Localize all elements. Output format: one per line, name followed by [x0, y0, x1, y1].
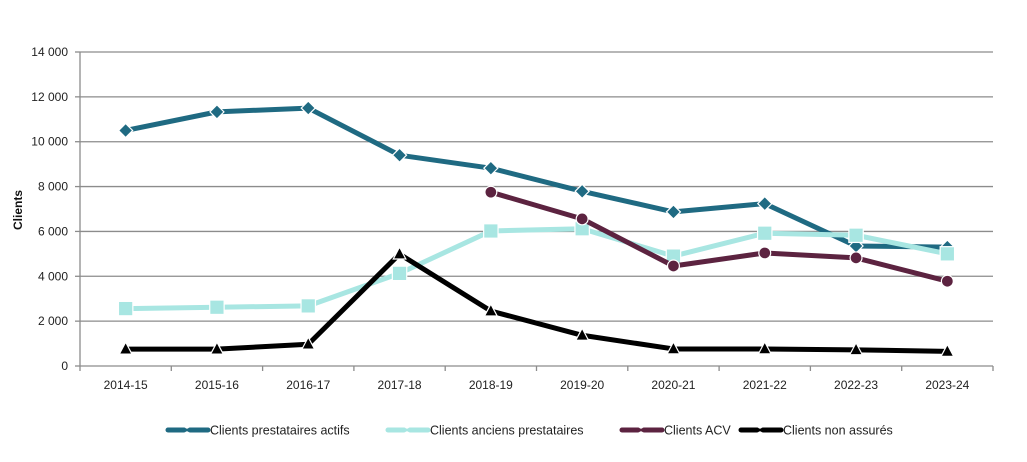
x-tick-label: 2014-15 [104, 378, 148, 392]
data-point [940, 274, 954, 288]
series-group [117, 100, 956, 357]
y-tick-label: 12 000 [31, 90, 68, 104]
data-point [209, 299, 225, 316]
series-line [123, 105, 950, 250]
data-point [757, 340, 773, 355]
data-point [848, 227, 864, 244]
data-point [939, 246, 956, 262]
legend-label: Clients prestataires actifs [210, 424, 350, 438]
data-point [758, 246, 772, 260]
x-tick-label: 2017-18 [378, 378, 422, 392]
legend-item: Clients non assurés [738, 424, 893, 438]
legend-item: Clients prestataires actifs [165, 424, 350, 438]
series-line [123, 251, 950, 354]
x-tick-label: 2019-20 [560, 378, 604, 392]
y-tick-label: 2 000 [38, 314, 68, 328]
data-point [574, 183, 590, 200]
y-tick-label: 4 000 [38, 269, 68, 283]
data-point [848, 341, 864, 356]
data-point [392, 245, 407, 260]
data-point [849, 251, 863, 265]
data-point [117, 300, 134, 317]
data-point [940, 343, 955, 357]
data-point [209, 104, 225, 120]
data-point [756, 225, 773, 242]
data-point [300, 335, 316, 350]
series-clients-anciens-prestataires [117, 220, 956, 317]
y-tick-label: 14 000 [31, 45, 68, 59]
x-tick-label: 2023-24 [925, 378, 969, 392]
y-tick-label: 8 000 [38, 180, 68, 194]
series-clients-acv [484, 185, 954, 288]
legend-item: Clients ACV [619, 424, 731, 438]
series-clients-non-assur-s [118, 245, 955, 357]
legend-marker [185, 428, 189, 432]
series-line [488, 189, 950, 284]
series-line [123, 226, 950, 312]
data-point [483, 223, 499, 239]
data-point [300, 100, 317, 116]
x-tick-label: 2015-16 [195, 378, 239, 392]
legend-marker [758, 428, 762, 432]
y-tick-label: 10 000 [31, 135, 68, 149]
y-axis-ticks: 0 2 000 4 000 6 000 8 000 10 000 12 000 14 000 [31, 45, 80, 373]
data-point [756, 195, 773, 212]
series-clients-prestataires-actifs [117, 100, 956, 255]
data-point [118, 340, 133, 355]
data-point [575, 212, 589, 226]
data-point [483, 302, 499, 317]
x-tick-label: 2022-23 [834, 378, 878, 392]
x-tick-label: 2016-17 [286, 378, 330, 392]
data-point [666, 259, 680, 273]
y-tick-label: 0 [61, 359, 68, 373]
data-point [300, 298, 317, 314]
gridlines [80, 51, 993, 322]
x-axis-ticks: 2014-15 2015-16 2016-17 2017-18 2018-19 2019-… [79, 366, 994, 392]
y-tick-label: 6 000 [38, 224, 68, 238]
legend-label: Clients non assurés [783, 424, 893, 438]
data-point [483, 160, 499, 177]
legend-marker [405, 428, 409, 432]
data-point [484, 185, 498, 199]
data-point [574, 326, 590, 341]
legend-marker [639, 428, 643, 432]
legend-item: Clients anciens prestataires [385, 424, 584, 438]
x-tick-label: 2018-19 [469, 378, 513, 392]
legend-label: Clients anciens prestataires [430, 424, 584, 438]
axes [79, 52, 993, 367]
data-point [209, 340, 225, 355]
legend: Clients prestataires actifs Clients ancie… [165, 424, 893, 438]
data-point [665, 204, 682, 220]
data-point [391, 265, 408, 282]
data-point [666, 340, 681, 355]
x-tick-label: 2021-22 [743, 378, 787, 392]
data-point [391, 147, 408, 164]
x-tick-label: 2020-21 [651, 378, 695, 392]
legend-label: Clients ACV [664, 424, 731, 438]
y-axis-title: Clients [11, 190, 25, 230]
data-point [117, 122, 134, 139]
